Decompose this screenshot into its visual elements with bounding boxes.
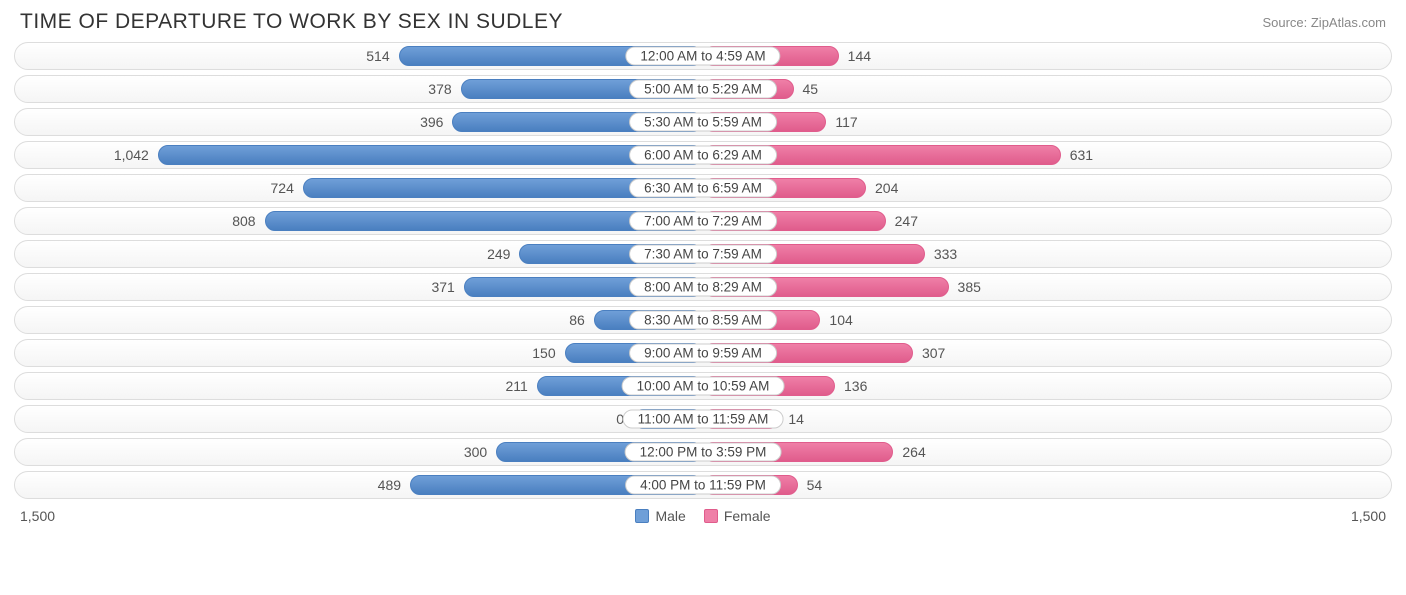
chart-row: 514 144 12:00 AM to 4:59 AM [14,42,1392,70]
category-label: 12:00 AM to 4:59 AM [625,47,780,66]
chart-row: 249 333 7:30 AM to 7:59 AM [14,240,1392,268]
value-male: 86 [569,312,595,328]
chart-row: 396 117 5:30 AM to 5:59 AM [14,108,1392,136]
category-label: 12:00 PM to 3:59 PM [625,443,782,462]
chart-title: TIME OF DEPARTURE TO WORK BY SEX IN SUDL… [20,10,563,34]
chart-source: Source: ZipAtlas.com [1262,15,1386,30]
value-female: 45 [793,81,819,97]
value-male: 514 [366,48,399,64]
value-male: 489 [378,477,411,493]
chart-row: 808 247 7:00 AM to 7:29 AM [14,207,1392,235]
value-female: 333 [924,246,957,262]
value-male: 371 [431,279,464,295]
butterfly-chart: 514 144 12:00 AM to 4:59 AM 378 45 5:00 AM to… [0,42,1406,499]
chart-row: 86 104 8:30 AM to 8:59 AM [14,306,1392,334]
value-male: 300 [464,444,497,460]
legend-label-male: Male [655,508,685,524]
chart-row: 724 204 6:30 AM to 6:59 AM [14,174,1392,202]
chart-row: 01411:00 AM to 11:59 AM [14,405,1392,433]
value-female: 144 [838,48,871,64]
value-male: 1,042 [114,147,159,163]
chart-row: 371 385 8:00 AM to 8:29 AM [14,273,1392,301]
value-female: 264 [892,444,925,460]
value-male: 724 [271,180,304,196]
category-label: 9:00 AM to 9:59 AM [629,344,777,363]
category-label: 6:00 AM to 6:29 AM [629,146,777,165]
value-female: 631 [1060,147,1093,163]
value-female: 307 [912,345,945,361]
legend: Male Female [55,508,1351,524]
value-male: 378 [428,81,461,97]
value-male: 249 [487,246,520,262]
category-label: 11:00 AM to 11:59 AM [623,410,784,429]
axis-max-right: 1,500 [1351,508,1386,524]
value-female: 136 [834,378,867,394]
legend-item-female: Female [704,508,771,524]
chart-row: 211 136 10:00 AM to 10:59 AM [14,372,1392,400]
value-male: 808 [232,213,265,229]
value-female: 247 [885,213,918,229]
value-female: 104 [819,312,852,328]
chart-row: 150 307 9:00 AM to 9:59 AM [14,339,1392,367]
chart-header: TIME OF DEPARTURE TO WORK BY SEX IN SUDL… [0,0,1406,42]
category-label: 7:00 AM to 7:29 AM [629,212,777,231]
legend-swatch-female [704,509,718,523]
value-male: 396 [420,114,453,130]
value-female: 54 [797,477,823,493]
chart-row: 489 54 4:00 PM to 11:59 PM [14,471,1392,499]
category-label: 5:00 AM to 5:29 AM [629,80,777,99]
bar-male: 1,042 [158,145,703,165]
category-label: 6:30 AM to 6:59 AM [629,179,777,198]
legend-label-female: Female [724,508,771,524]
category-label: 5:30 AM to 5:59 AM [629,113,777,132]
value-male: 211 [505,378,537,394]
chart-row: 1,042 631 6:00 AM to 6:29 AM [14,141,1392,169]
value-male: 150 [532,345,565,361]
legend-item-male: Male [635,508,685,524]
value-female: 117 [825,114,857,130]
chart-row: 378 45 5:00 AM to 5:29 AM [14,75,1392,103]
value-female: 385 [948,279,981,295]
legend-swatch-male [635,509,649,523]
category-label: 8:30 AM to 8:59 AM [629,311,777,330]
axis-max-left: 1,500 [20,508,55,524]
category-label: 10:00 AM to 10:59 AM [622,377,785,396]
chart-footer: 1,500 Male Female 1,500 [0,504,1406,524]
chart-row: 300 264 12:00 PM to 3:59 PM [14,438,1392,466]
category-label: 8:00 AM to 8:29 AM [629,278,777,297]
category-label: 4:00 PM to 11:59 PM [625,476,781,495]
value-female: 204 [865,180,898,196]
category-label: 7:30 AM to 7:59 AM [629,245,777,264]
